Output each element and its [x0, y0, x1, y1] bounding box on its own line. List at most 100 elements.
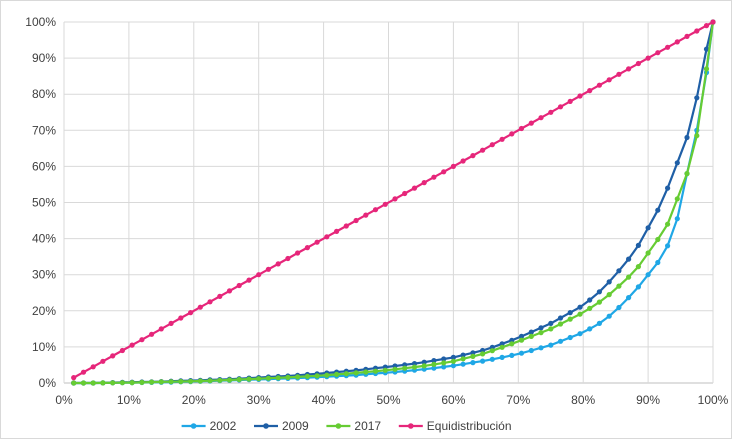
data-point: [616, 283, 622, 289]
data-point: [460, 356, 466, 362]
y-tick-label: 100%: [25, 15, 56, 29]
data-point: [353, 217, 359, 224]
data-point: [139, 337, 145, 343]
data-point: [246, 376, 252, 382]
y-tick-label: 70%: [32, 123, 56, 137]
data-point: [528, 329, 534, 335]
data-point: [353, 370, 359, 376]
y-tick-label: 0%: [39, 376, 57, 390]
y-tick-label: 80%: [32, 87, 56, 101]
data-point: [703, 23, 710, 29]
data-point: [577, 93, 583, 99]
data-point: [665, 185, 671, 191]
data-point: [703, 46, 710, 52]
data-point: [710, 19, 716, 25]
data-point: [71, 375, 77, 381]
data-point: [158, 326, 164, 332]
data-point: [80, 369, 87, 375]
data-point: [635, 60, 642, 67]
data-point: [635, 242, 642, 248]
data-point: [314, 239, 320, 245]
y-tick-label: 30%: [32, 268, 56, 282]
data-point: [587, 326, 593, 332]
data-point: [71, 380, 77, 386]
legend: 2002 2009 2017 Equidistribución: [181, 419, 512, 433]
data-point: [334, 371, 340, 377]
data-point: [596, 82, 603, 88]
y-tick-label: 10%: [32, 340, 56, 354]
legend-item-2: 2017: [326, 419, 381, 433]
data-point: [655, 259, 661, 266]
data-point: [635, 264, 642, 270]
data-point: [626, 256, 632, 262]
data-point: [480, 147, 486, 153]
data-point: [528, 333, 534, 339]
data-point: [197, 378, 203, 384]
data-point: [217, 293, 223, 299]
data-point: [606, 292, 612, 298]
data-point: [587, 297, 593, 303]
data-point: [304, 373, 310, 379]
data-point: [596, 289, 603, 295]
x-tick-label: 70%: [506, 393, 530, 407]
data-point: [265, 266, 271, 272]
data-point: [655, 207, 661, 213]
data-point: [674, 196, 680, 202]
data-point: [499, 136, 505, 142]
data-point: [694, 95, 700, 101]
legend-label: 2002: [210, 419, 237, 433]
data-point: [538, 325, 544, 331]
data-point: [577, 311, 583, 317]
data-point: [694, 133, 700, 139]
data-point: [324, 372, 330, 378]
axis-tick-labels: 0% 10% 20% 30% 40% 50% 60% 70% 80% 90% 100% 0% 10% 20…: [25, 15, 728, 407]
data-point: [226, 288, 233, 294]
data-point: [295, 250, 301, 256]
data-point: [567, 98, 573, 104]
data-point: [178, 315, 184, 321]
legend-swatch-marker: [408, 423, 414, 429]
data-point: [557, 321, 564, 327]
data-point: [674, 216, 680, 222]
data-point: [489, 142, 495, 148]
data-point: [285, 255, 291, 262]
data-point: [90, 364, 96, 370]
x-tick-label: 100%: [698, 393, 729, 407]
data-point: [509, 131, 515, 137]
data-point: [616, 268, 622, 274]
x-tick-label: 60%: [441, 393, 465, 407]
data-point: [217, 377, 223, 383]
data-point: [275, 375, 281, 381]
data-point: [499, 344, 505, 350]
data-point: [256, 272, 262, 278]
data-point: [226, 377, 233, 383]
x-tick-label: 0%: [55, 393, 73, 407]
data-point: [372, 207, 379, 213]
data-point: [188, 378, 194, 384]
data-point: [450, 363, 456, 369]
data-point: [684, 134, 690, 141]
data-point: [392, 196, 398, 202]
data-point: [577, 304, 583, 310]
data-point: [236, 282, 242, 289]
data-point: [129, 380, 135, 386]
data-point: [509, 341, 515, 347]
data-point: [489, 348, 495, 354]
data-point: [178, 378, 184, 385]
data-point: [207, 378, 213, 384]
x-tick-label: 10%: [117, 393, 141, 407]
legend-label: 2017: [354, 419, 381, 433]
data-point: [645, 225, 651, 231]
data-point: [431, 365, 437, 371]
data-point: [684, 33, 690, 40]
data-point: [285, 374, 291, 380]
data-point: [363, 369, 369, 375]
data-point: [596, 320, 603, 326]
data-point: [441, 169, 447, 175]
data-point: [372, 368, 379, 374]
data-point: [538, 345, 544, 351]
data-point: [110, 353, 116, 359]
y-tick-label: 60%: [32, 159, 56, 173]
